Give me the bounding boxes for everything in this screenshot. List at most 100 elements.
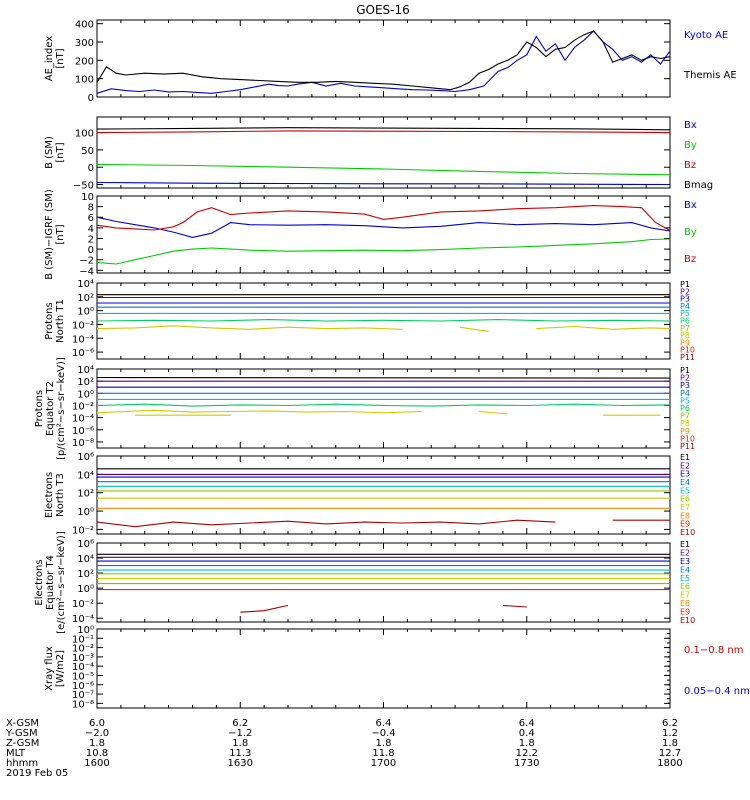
panel-1: 0 100 200 300 400 AE_index [nT] Kyoto AE Themis … bbox=[44, 19, 737, 104]
y-axis-label: Equator T2 bbox=[45, 381, 56, 436]
legend-e9: E9 bbox=[680, 608, 690, 617]
legend-p2: P2 bbox=[680, 374, 690, 383]
y-tick-label: −2 bbox=[79, 256, 94, 267]
series-bz bbox=[96, 205, 671, 231]
legend-e6: E6 bbox=[680, 495, 690, 504]
legend-p7: P7 bbox=[680, 324, 690, 333]
y-axis-label: Electrons bbox=[34, 559, 45, 605]
time-row-label: MLT bbox=[6, 748, 26, 759]
y-tick-label: 10⁻² bbox=[72, 401, 94, 412]
time-tick-value: 0.4 bbox=[519, 728, 535, 739]
time-tick-value: 1730 bbox=[514, 758, 539, 769]
series-by bbox=[96, 163, 671, 176]
y-tick-label: 10⁻⁴ bbox=[72, 414, 94, 425]
time-row-label: 2019 Feb 05 bbox=[6, 768, 68, 779]
time-tick-value: 1.8 bbox=[89, 738, 105, 749]
time-row-label: X-GSM bbox=[6, 718, 39, 729]
y-tick-label: 10⁴ bbox=[77, 279, 94, 290]
legend-e6: E6 bbox=[680, 582, 690, 591]
y-tick-label: 4 bbox=[88, 224, 94, 235]
legend-bmag: Bmag bbox=[684, 180, 713, 191]
y-axis-label: Xray flux bbox=[44, 646, 55, 691]
y-tick-label: 10⁻⁴ bbox=[72, 334, 94, 345]
y-tick-label: 200 bbox=[75, 56, 94, 67]
y-tick-label: 100 bbox=[75, 129, 94, 140]
series-p6 bbox=[96, 319, 671, 322]
time-tick-value: 1.8 bbox=[376, 738, 392, 749]
legend-by: By bbox=[684, 227, 697, 238]
time-tick-value: 1800 bbox=[657, 758, 682, 769]
series-themis-ae bbox=[96, 30, 671, 91]
y-tick-label: 10⁻² bbox=[72, 644, 94, 655]
y-tick-label: 400 bbox=[75, 20, 94, 31]
y-tick-label: 10⁶ bbox=[77, 539, 94, 550]
y-axis-label: North T1 bbox=[55, 299, 66, 343]
legend-p9: P9 bbox=[680, 338, 690, 347]
series-p7 bbox=[536, 325, 671, 330]
y-tick-label: 10⁻⁷ bbox=[72, 690, 94, 701]
y-tick-label: 10⁴ bbox=[77, 470, 94, 481]
y-tick-label: 0 bbox=[88, 245, 94, 256]
legend-p8: P8 bbox=[680, 419, 690, 428]
time-tick-value: 10.8 bbox=[86, 748, 108, 759]
legend-e7: E7 bbox=[680, 503, 690, 512]
legend-e9: E9 bbox=[680, 520, 690, 529]
legend-p8: P8 bbox=[680, 331, 690, 340]
legend-bx: Bx bbox=[684, 200, 697, 211]
legend-0-1-0-8-nm: 0.1−0.8 nm bbox=[684, 645, 743, 656]
y-tick-label: −4 bbox=[79, 266, 94, 277]
y-tick-label: 0 bbox=[88, 93, 94, 104]
legend-e3: E3 bbox=[680, 557, 690, 566]
series-e10 bbox=[96, 519, 556, 528]
y-tick-label: 10⁻⁴ bbox=[72, 662, 94, 673]
time-row-label: Z-GSM bbox=[6, 738, 39, 749]
legend-e8: E8 bbox=[680, 599, 690, 608]
y-tick-label: 2 bbox=[88, 234, 94, 245]
series-bz bbox=[96, 130, 671, 134]
series-bmag bbox=[96, 127, 671, 131]
time-tick-value: 1.2 bbox=[662, 728, 678, 739]
legend-p2: P2 bbox=[680, 287, 690, 296]
y-tick-label: 10² bbox=[77, 293, 94, 304]
y-tick-label: 10⁴ bbox=[77, 365, 94, 376]
legend-p3: P3 bbox=[680, 295, 690, 304]
time-tick-value: 1.8 bbox=[232, 738, 248, 749]
time-tick-value: 6.4 bbox=[519, 718, 535, 729]
panel-frame bbox=[96, 19, 671, 98]
legend-e10: E10 bbox=[680, 528, 695, 537]
y-tick-label: 10⁻⁵ bbox=[72, 671, 94, 682]
y-tick-label: 8 bbox=[88, 203, 94, 214]
y-tick-label: 10⁶ bbox=[77, 452, 94, 463]
series-p7 bbox=[459, 326, 489, 332]
time-tick-value: −1.2 bbox=[228, 728, 252, 739]
legend-bz: Bz bbox=[684, 160, 696, 171]
y-axis-label: [p/(cm²−s−sr−keV)] bbox=[56, 357, 67, 460]
y-tick-label: 10⁻⁸ bbox=[72, 699, 94, 710]
y-axis-label: AE_index bbox=[44, 36, 55, 82]
y-tick-label: 10⁻² bbox=[72, 320, 94, 331]
legend-e1: E1 bbox=[680, 453, 690, 462]
series-p1 bbox=[96, 376, 671, 379]
legend-bx: Bx bbox=[684, 120, 697, 131]
time-row-label: Y-GSM bbox=[5, 728, 38, 739]
y-tick-label: 0 bbox=[88, 163, 94, 174]
y-tick-label: 10⁻³ bbox=[72, 653, 94, 664]
y-tick-label: 10² bbox=[77, 569, 94, 580]
legend-p1: P1 bbox=[680, 280, 690, 289]
panel-7: 10⁻⁴ 10⁻² 10⁰ 10² 10⁴ 10⁶ Electrons Equator T4[… bbox=[34, 531, 695, 634]
y-tick-label: 300 bbox=[75, 38, 94, 49]
legend-e2: E2 bbox=[680, 548, 690, 557]
legend-p4: P4 bbox=[680, 302, 690, 311]
time-tick-value: 12.7 bbox=[659, 748, 681, 759]
time-tick-value: −2.0 bbox=[85, 728, 109, 739]
time-tick-value: 6.0 bbox=[89, 718, 105, 729]
time-tick-value: 6.2 bbox=[662, 718, 678, 729]
y-tick-label: 10⁻⁶ bbox=[72, 348, 94, 359]
time-tick-value: 11.3 bbox=[229, 748, 251, 759]
legend-e1: E1 bbox=[680, 540, 690, 549]
y-tick-label: 10 bbox=[81, 192, 94, 203]
